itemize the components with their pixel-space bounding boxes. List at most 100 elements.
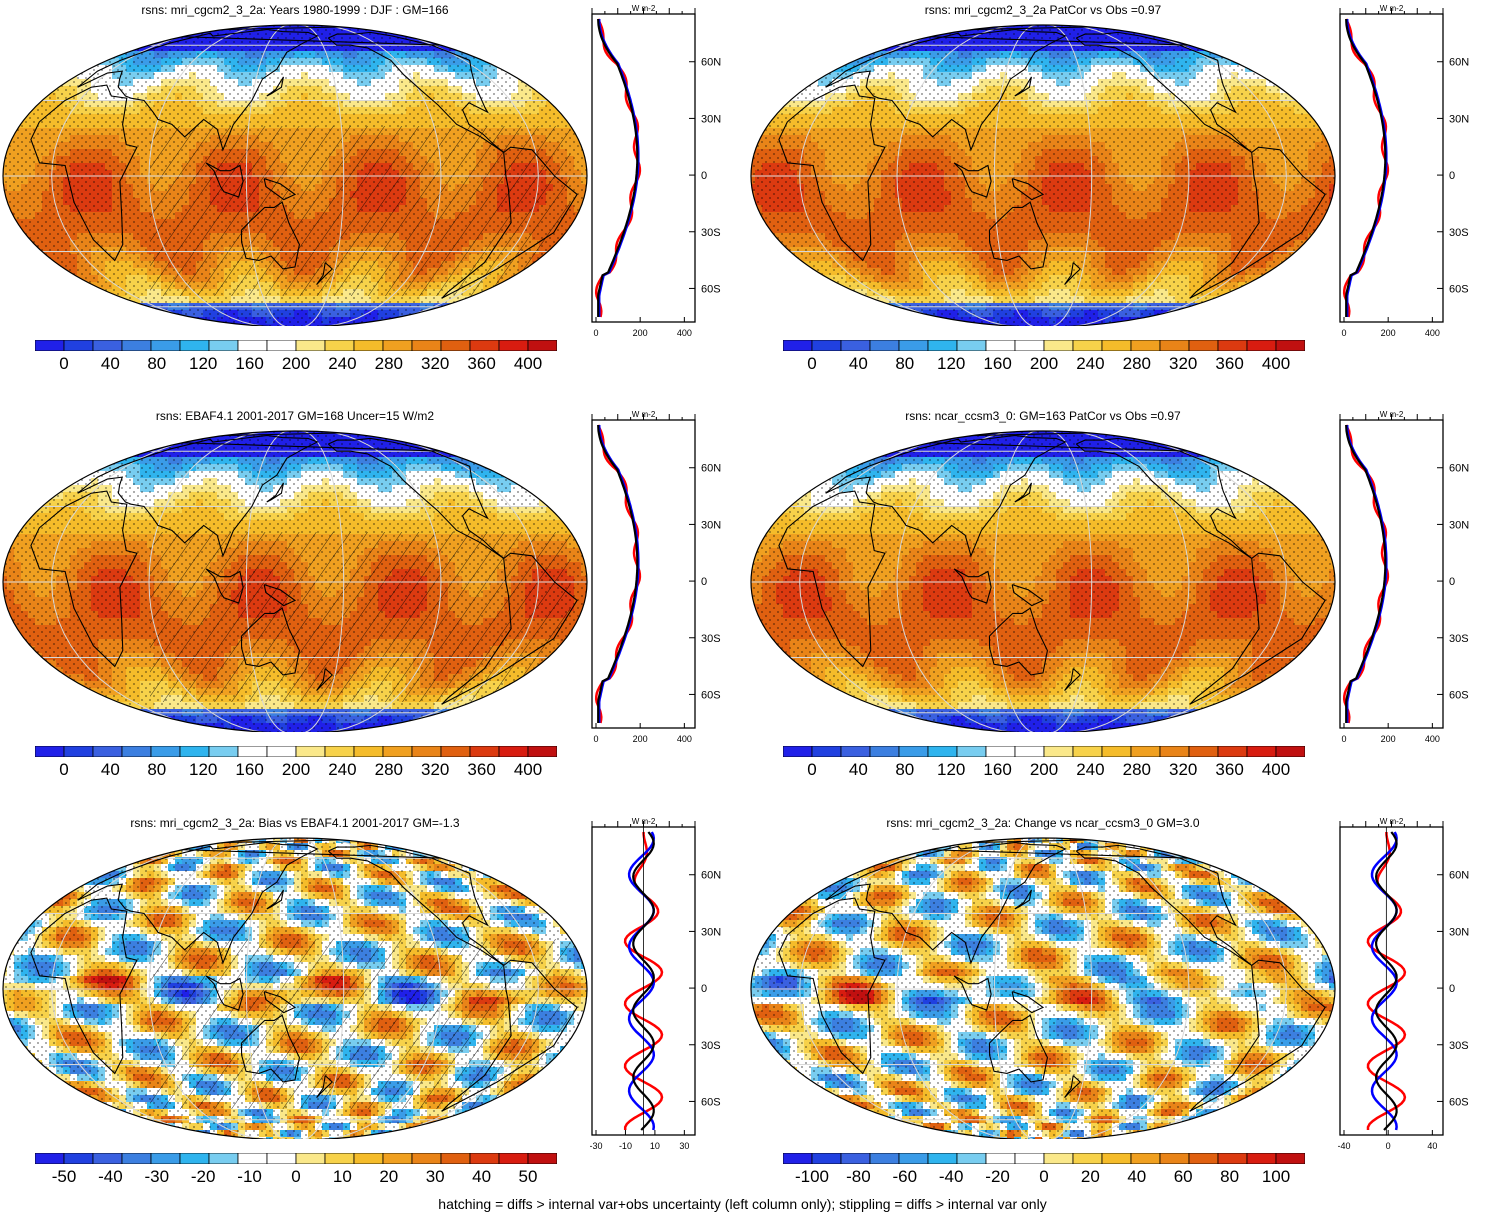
field-cell xyxy=(581,65,587,73)
field-cell xyxy=(776,86,784,94)
field-cell xyxy=(825,30,833,38)
field-cell xyxy=(28,72,36,80)
field-cell xyxy=(455,37,463,45)
field-cell xyxy=(1301,51,1309,59)
field-cell xyxy=(14,296,22,304)
field-cell xyxy=(91,37,99,45)
field-cell xyxy=(21,100,29,108)
field-cell xyxy=(35,296,43,304)
field-cell xyxy=(581,233,587,241)
field-cell xyxy=(762,37,770,45)
field-cell xyxy=(532,25,540,31)
field-cell xyxy=(77,303,85,311)
field-cell xyxy=(35,282,43,290)
field-cell xyxy=(98,296,106,304)
field-cell xyxy=(532,289,540,297)
field-cell xyxy=(3,219,8,227)
field-cell xyxy=(567,107,575,115)
field-cell xyxy=(294,16,302,24)
field-cell xyxy=(441,30,449,38)
field-cell xyxy=(3,107,8,115)
field-cell xyxy=(1301,93,1309,101)
field-cell xyxy=(497,44,505,52)
field-cell xyxy=(483,44,491,52)
field-cell xyxy=(1217,30,1225,38)
field-cell xyxy=(112,310,120,318)
field-cell xyxy=(560,268,568,276)
field-cell xyxy=(21,247,29,255)
field-cell xyxy=(567,44,575,52)
field-cell xyxy=(126,317,134,325)
field-cell xyxy=(567,86,575,94)
field-cell xyxy=(762,65,770,73)
field-cell xyxy=(420,16,428,24)
field-cell xyxy=(1308,51,1316,59)
field-cell xyxy=(560,37,568,45)
field-cell xyxy=(1238,37,1246,45)
field-cell xyxy=(1329,51,1335,59)
field-cell xyxy=(581,72,587,80)
colorbar-swatch xyxy=(469,340,500,351)
field-cell xyxy=(7,233,15,241)
field-cell xyxy=(28,282,36,290)
field-cell xyxy=(574,121,582,129)
field-cell xyxy=(441,324,449,326)
colorbar-label: 240 xyxy=(328,354,356,374)
field-cell xyxy=(3,121,8,129)
field-cell xyxy=(532,79,540,87)
field-cell xyxy=(7,268,15,276)
field-cell xyxy=(105,51,113,59)
field-cell xyxy=(28,324,36,326)
field-cell xyxy=(399,317,407,325)
field-cell xyxy=(797,58,805,66)
field-cell xyxy=(751,25,756,31)
field-cell xyxy=(1049,16,1057,24)
field-cell xyxy=(574,219,582,227)
field-cell xyxy=(357,16,365,24)
field-cell xyxy=(1308,93,1316,101)
field-cell xyxy=(755,65,763,73)
field-cell xyxy=(853,30,861,38)
field-cell xyxy=(3,44,8,52)
field-cell xyxy=(112,317,120,325)
field-cell xyxy=(1245,25,1253,31)
field-cell xyxy=(518,30,526,38)
field-cell xyxy=(105,324,113,326)
field-cell xyxy=(70,289,78,297)
field-cell xyxy=(553,317,561,325)
field-cell xyxy=(3,205,8,213)
field-cell xyxy=(490,51,498,59)
field-cell xyxy=(1147,16,1155,24)
field-cell xyxy=(434,25,442,31)
field-cell xyxy=(378,16,386,24)
field-cell xyxy=(511,65,519,73)
field-cell xyxy=(574,310,582,318)
field-cell xyxy=(776,16,784,24)
field-cell xyxy=(1315,25,1323,31)
field-cell xyxy=(42,51,50,59)
field-cell xyxy=(546,282,554,290)
field-cell xyxy=(1280,51,1288,59)
field-cell xyxy=(560,317,568,325)
field-cell xyxy=(7,303,15,311)
field-cell xyxy=(1308,44,1316,52)
field-cell xyxy=(3,93,8,101)
field-cell xyxy=(751,37,756,45)
field-cell xyxy=(581,121,587,129)
field-cell xyxy=(35,268,43,276)
field-cell xyxy=(525,44,533,52)
field-cell xyxy=(98,30,106,38)
field-cell xyxy=(49,30,57,38)
field-cell xyxy=(1266,58,1274,66)
field-cell xyxy=(574,65,582,73)
field-cell xyxy=(525,282,533,290)
field-cell xyxy=(532,51,540,59)
field-cell xyxy=(427,30,435,38)
field-cell xyxy=(399,25,407,31)
field-cell xyxy=(574,100,582,108)
field-cell xyxy=(783,37,791,45)
field-cell xyxy=(581,86,587,94)
colorbar-swatch xyxy=(382,340,413,351)
field-cell xyxy=(42,72,50,80)
field-cell xyxy=(581,212,587,220)
